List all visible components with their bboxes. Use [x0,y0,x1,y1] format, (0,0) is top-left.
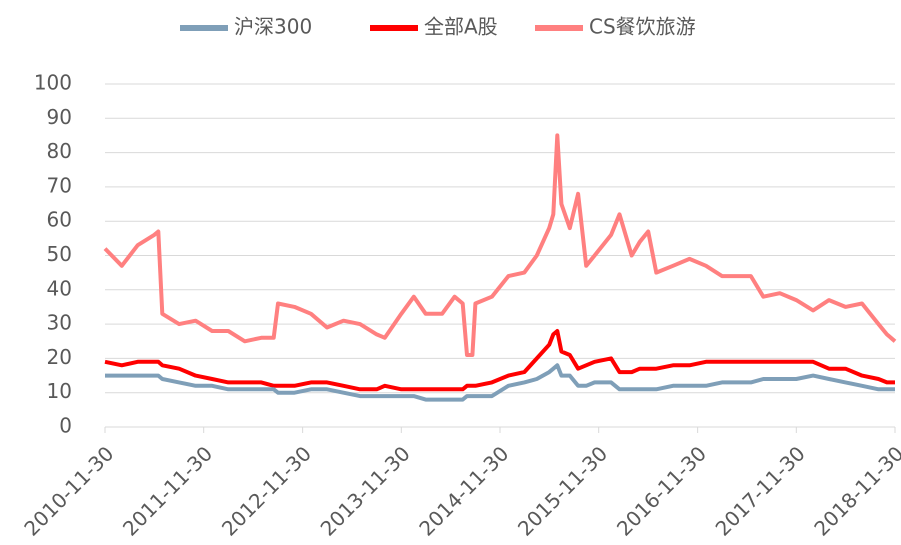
x-tick-label: 2013-11-30 [316,441,415,540]
series-line [103,133,897,357]
y-tick-label: 40 [47,276,72,300]
x-tick-label: 2010-11-30 [19,441,118,540]
x-tick-label: 2017-11-30 [711,441,810,540]
y-tick-label: 20 [47,345,72,369]
y-tick-label: 50 [47,242,72,266]
series-line [104,329,895,392]
y-tick-label: 30 [47,311,72,335]
series-line [105,363,895,402]
y-tick-label: 60 [47,208,72,232]
legend-label: CS餐饮旅游 [589,15,696,39]
y-tick-label: 0 [59,414,72,438]
x-tick-label: 2016-11-30 [612,441,711,540]
y-tick-label: 90 [47,105,72,129]
x-tick-label: 2018-11-30 [809,441,901,540]
y-tick-label: 70 [47,173,72,197]
x-tick-label: 2015-11-30 [513,441,612,540]
legend-label: 全部A股 [424,15,498,39]
y-tick-label: 100 [34,71,72,95]
x-tick-label: 2012-11-30 [217,441,316,540]
legend-label: 沪深300 [234,15,312,39]
x-tick-label: 2011-11-30 [118,441,217,540]
x-tick-label: 2014-11-30 [414,441,513,540]
y-tick-label: 80 [47,139,72,163]
y-tick-label: 10 [47,379,72,403]
